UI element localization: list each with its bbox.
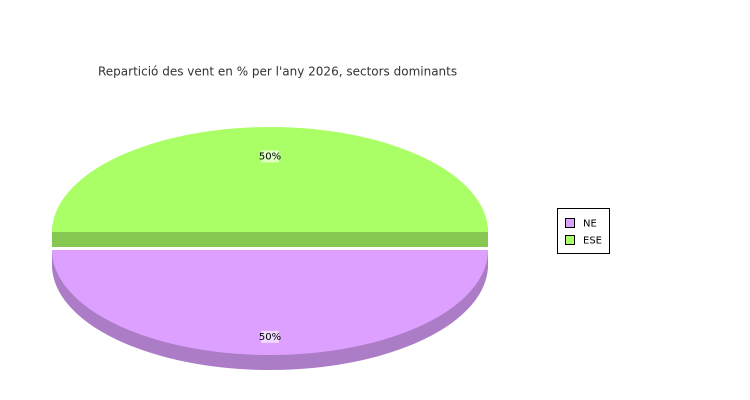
legend-swatch bbox=[565, 235, 575, 245]
legend-label: ESE bbox=[583, 236, 602, 247]
legend-swatch bbox=[565, 218, 575, 228]
legend-label: NE bbox=[583, 219, 597, 230]
label-bg bbox=[261, 330, 279, 343]
legend-box bbox=[557, 208, 610, 254]
value-label: 50% bbox=[259, 332, 281, 343]
chart-title: Repartició des vent en % per l'any 2026,… bbox=[98, 65, 457, 79]
pie: 50% 50% bbox=[52, 127, 488, 370]
slice bbox=[52, 250, 488, 355]
legend: NE ESE bbox=[565, 218, 602, 247]
label-bg bbox=[261, 150, 279, 163]
value-label: 50% bbox=[259, 151, 281, 162]
slice bbox=[52, 127, 488, 232]
